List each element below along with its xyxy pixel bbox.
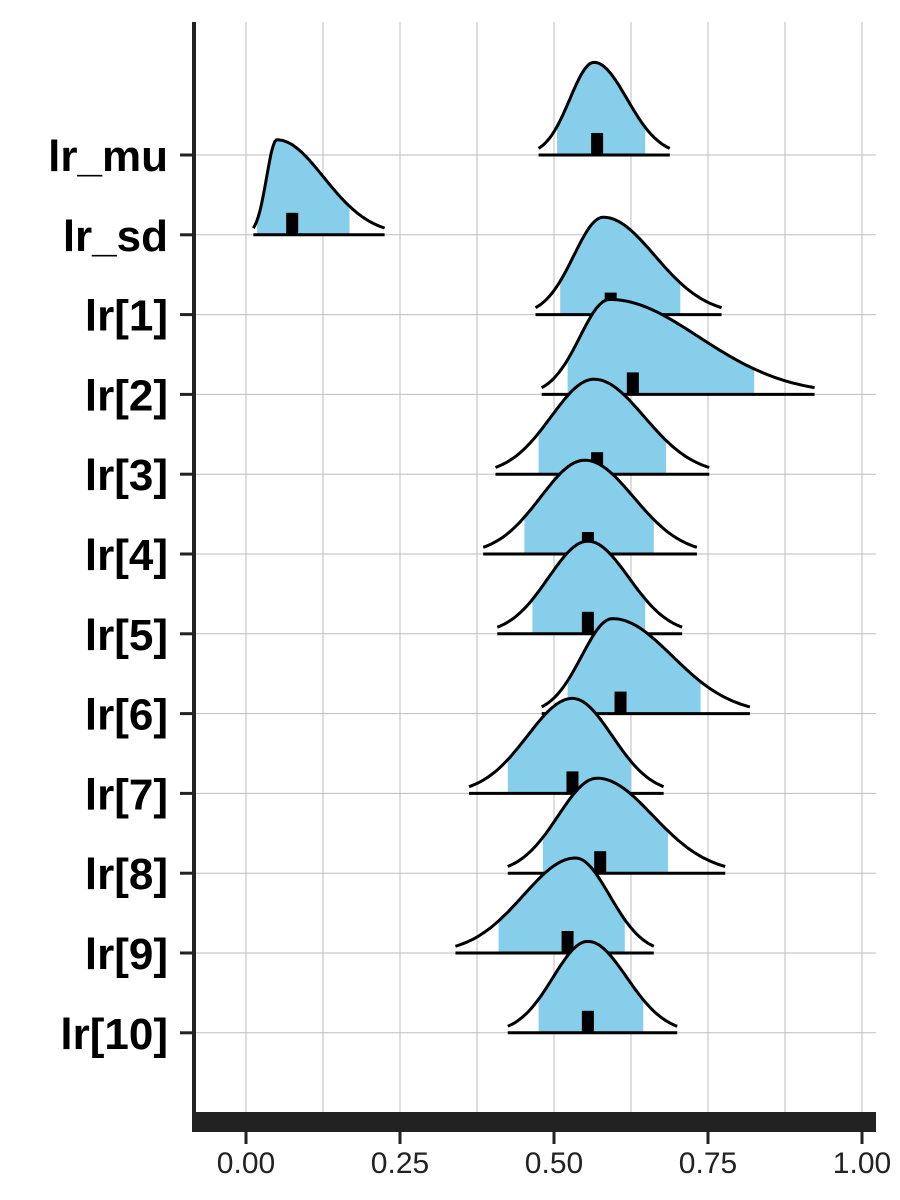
ridge-ci-area	[498, 858, 625, 953]
median-marker	[594, 851, 607, 874]
y-tick-label: lr[4]	[85, 531, 168, 580]
median-marker	[581, 611, 594, 634]
ridge-ci-area	[560, 217, 681, 315]
median-marker	[591, 133, 604, 155]
ridge-outline	[540, 297, 815, 390]
x-tick-label: 0.75	[679, 1147, 737, 1180]
ridge-ci-area	[257, 139, 350, 235]
ridge-outline	[507, 939, 678, 1028]
ridge-outline	[496, 539, 683, 629]
x-axis-line	[192, 1112, 876, 1132]
ridge-ci-area	[538, 379, 667, 475]
ridge-ci-area	[567, 299, 755, 395]
ridge-ci-area	[532, 541, 646, 634]
y-tick-label: lr[10]	[60, 1010, 168, 1059]
ridge-outline	[507, 776, 726, 868]
median-marker	[566, 771, 579, 794]
median-marker	[561, 931, 574, 953]
ridge-ci-area	[542, 778, 668, 874]
x-tick-label: 0.25	[371, 1147, 429, 1180]
ridge-outline	[482, 458, 698, 549]
x-tick-label: 1.00	[833, 1147, 891, 1180]
ridge-outline	[537, 60, 671, 150]
y-tick-label: lr[9]	[85, 930, 168, 979]
ridge-outline	[252, 138, 386, 230]
y-tick-label: lr[5]	[85, 611, 168, 660]
y-tick-label: lr[2]	[85, 371, 168, 420]
ridge-outline	[494, 377, 710, 469]
ridge-outline	[540, 617, 751, 709]
median-marker	[614, 691, 627, 714]
y-tick-label: lr[8]	[85, 850, 168, 899]
y-axis: lr_mu lr_sd lr[1] lr[2] lr[3] lr[4] lr[5] lr[6]…	[48, 22, 196, 1124]
median-marker	[626, 372, 639, 395]
ridge-ci-area	[557, 62, 646, 155]
x-tick-label: 0.00	[217, 1147, 275, 1180]
y-tick-label: lr[3]	[85, 451, 168, 500]
y-tick-label: lr_mu	[48, 132, 168, 181]
y-tick-label: lr[7]	[85, 770, 168, 819]
x-tick-label: 0.50	[525, 1147, 583, 1180]
y-tick-label: lr_sd	[63, 212, 168, 261]
median-marker	[581, 1010, 594, 1033]
y-tick-label: lr[1]	[85, 292, 168, 341]
ridge-ci-area	[567, 618, 701, 714]
x-axis: 0.00 0.25 0.50 0.75 1.00	[192, 1112, 891, 1180]
ridge-outline	[468, 696, 665, 789]
ridge-outline	[534, 215, 723, 310]
ridge-outline	[454, 856, 655, 948]
y-tick-label: lr[6]	[85, 691, 168, 740]
ridges	[252, 60, 815, 1035]
median-marker	[286, 212, 299, 235]
